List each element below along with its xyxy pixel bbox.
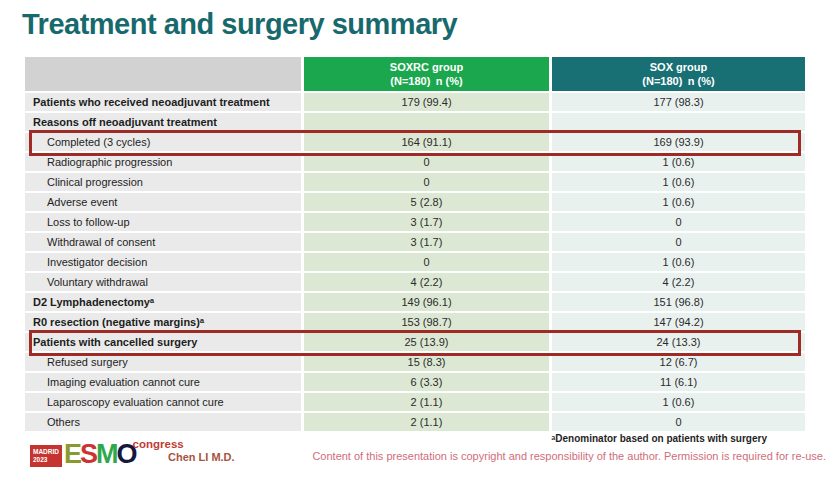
summary-table: SOXRC group (N=180) n (%) SOX group (N=1… [25,57,805,431]
row-label: Completed (3 cycles) [25,133,301,151]
header-soxrc-line1: SOXRC group [304,60,549,74]
row-label: Adverse event [25,193,301,211]
sox-value: 1 (0.6) [552,153,805,171]
soxrc-value: 179 (99.4) [304,93,549,111]
soxrc-value: 0 [304,173,549,191]
denominator-footnote: ᵃDenominator based on patients with surg… [552,433,767,444]
sox-value [552,113,805,131]
esmo-letter-e: E [64,439,80,469]
header-soxrc-group: SOXRC group (N=180) n (%) [304,57,549,91]
soxrc-value: 153 (98.7) [304,313,549,331]
madrid-label: MADRID [33,448,59,456]
sox-value: 1 (0.6) [552,193,805,211]
soxrc-value: 25 (13.9) [304,333,549,351]
sox-value: 0 [552,413,805,431]
row-label: Patients who received neoadjuvant treatm… [25,93,301,111]
row-label: D2 Lymphadenectomyᵃ [25,293,301,311]
soxrc-value: 6 (3.3) [304,373,549,391]
sox-value: 0 [552,233,805,251]
author-name: Chen LI M.D. [168,451,235,463]
soxrc-value: 4 (2.2) [304,273,549,291]
row-label: R0 resection (negative margins)ᵃ [25,313,301,331]
row-label: Voluntary withdrawal [25,273,301,291]
row-label: Imaging evaluation cannot cure [25,373,301,391]
sox-value: 1 (0.6) [552,173,805,191]
slide: Treatment and surgery summary SOXRC grou… [0,0,832,478]
esmo-wordmark: ESMO [64,441,136,468]
row-label: Radiographic progression [25,153,301,171]
soxrc-value: 2 (1.1) [304,393,549,411]
row-label: Withdrawal of consent [25,233,301,251]
sox-value: 1 (0.6) [552,253,805,271]
soxrc-value: 3 (1.7) [304,213,549,231]
soxrc-value: 149 (96.1) [304,293,549,311]
header-sox-line1: SOX group [552,60,805,74]
sox-value: 151 (96.8) [552,293,805,311]
madrid-2023-badge: MADRID 2023 [30,445,62,467]
sox-value: 147 (94.2) [552,313,805,331]
row-label: Others [25,413,301,431]
row-label: Refused surgery [25,353,301,371]
esmo-congress-logo: MADRID 2023 ESMO congress [30,438,184,468]
row-label: Patients with cancelled surgery [25,333,301,351]
row-label: Loss to follow-up [25,213,301,231]
copyright-notice: Content of this presentation is copyrigh… [312,450,826,462]
header-empty-cell [25,57,301,91]
soxrc-value: 0 [304,253,549,271]
header-sox-line2: (N=180) n (%) [552,74,805,88]
sox-value: 0 [552,213,805,231]
row-label: Investigator decision [25,253,301,271]
congress-label: congress [133,438,184,450]
sox-value: 11 (6.1) [552,373,805,391]
sox-value: 169 (93.9) [552,133,805,151]
esmo-letter-s: S [80,439,96,469]
soxrc-value: 0 [304,153,549,171]
page-title: Treatment and surgery summary [22,8,457,41]
soxrc-value: 5 (2.8) [304,193,549,211]
soxrc-value [304,113,549,131]
row-label: Laparoscopy evaluation cannot cure [25,393,301,411]
sox-value: 177 (98.3) [552,93,805,111]
sox-value: 4 (2.2) [552,273,805,291]
soxrc-value: 2 (1.1) [304,413,549,431]
row-label: Reasons off neoadjuvant treatment [25,113,301,131]
sox-value: 24 (13.3) [552,333,805,351]
year-label: 2023 [33,456,59,464]
sox-value: 12 (6.7) [552,353,805,371]
soxrc-value: 3 (1.7) [304,233,549,251]
esmo-letter-m: M [96,439,117,469]
header-sox-group: SOX group (N=180) n (%) [552,57,805,91]
soxrc-value: 15 (8.3) [304,353,549,371]
row-label: Clinical progression [25,173,301,191]
header-soxrc-line2: (N=180) n (%) [304,74,549,88]
soxrc-value: 164 (91.1) [304,133,549,151]
sox-value: 1 (0.6) [552,393,805,411]
